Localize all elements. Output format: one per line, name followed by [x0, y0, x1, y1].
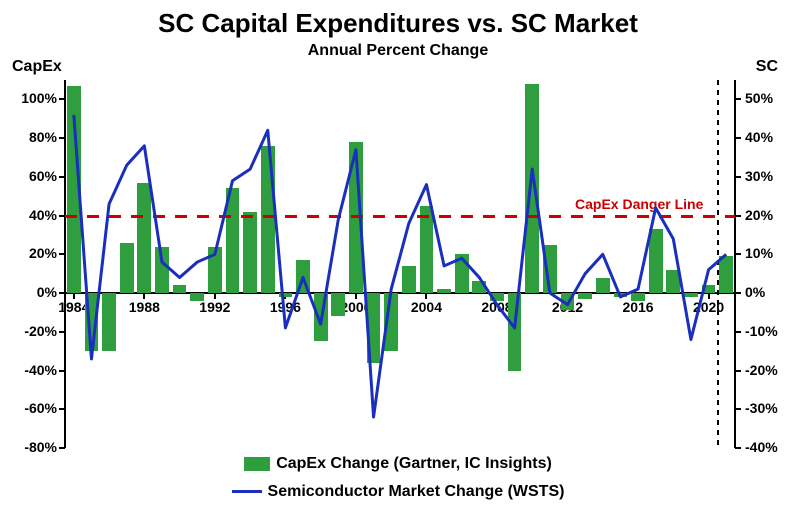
left-tick-mark — [59, 253, 65, 255]
left-tick-mark — [59, 137, 65, 139]
capex-bar — [226, 188, 240, 293]
left-tick-label: 0% — [37, 284, 57, 300]
right-tick-label: -40% — [745, 439, 778, 455]
chart-subtitle: Annual Percent Change — [0, 42, 796, 60]
left-tick-label: -80% — [24, 439, 57, 455]
capex-bar — [578, 293, 592, 299]
x-tick-label: 2004 — [404, 299, 448, 315]
left-tick-mark — [59, 98, 65, 100]
left-tick-label: -20% — [24, 323, 57, 339]
capex-bar — [420, 206, 434, 293]
capex-bar — [508, 293, 522, 370]
capex-bar — [543, 245, 557, 293]
capex-bar — [67, 86, 81, 293]
capex-bar — [102, 293, 116, 351]
capex-bar — [367, 293, 381, 363]
left-tick-label: 20% — [29, 245, 57, 261]
right-tick-label: -30% — [745, 400, 778, 416]
capex-bar — [596, 278, 610, 293]
capex-danger-line — [65, 215, 735, 218]
left-tick-label: 100% — [21, 90, 57, 106]
left-tick-mark — [59, 370, 65, 372]
x-tick-label: 1996 — [263, 299, 307, 315]
capex-bar — [472, 281, 486, 293]
left-tick-mark — [59, 292, 65, 294]
capex-bar — [649, 229, 663, 293]
right-tick-mark — [735, 176, 741, 178]
left-tick-label: 60% — [29, 168, 57, 184]
capex-bar — [208, 247, 222, 293]
capex-bar — [261, 146, 275, 293]
x-tick-label: 1988 — [122, 299, 166, 315]
right-tick-label: 10% — [745, 245, 773, 261]
capex-bar — [684, 293, 698, 297]
legend-swatch-bar — [244, 457, 270, 471]
forecast-divider — [717, 80, 719, 448]
capex-bar — [137, 183, 151, 293]
x-tick-label: 2020 — [687, 299, 731, 315]
capex-bar — [243, 212, 257, 293]
capex-bar — [614, 293, 628, 297]
right-tick-label: 30% — [745, 168, 773, 184]
right-tick-mark — [735, 137, 741, 139]
x-tick-label: 2016 — [616, 299, 660, 315]
right-tick-mark — [735, 447, 741, 449]
legend-capex-label: CapEx Change (Gartner, IC Insights) — [276, 455, 552, 473]
right-tick-label: -10% — [745, 323, 778, 339]
capex-bar — [631, 293, 645, 301]
left-tick-label: 80% — [29, 129, 57, 145]
capex-bar — [190, 293, 204, 301]
legend-sc-label: Semiconductor Market Change (WSTS) — [268, 483, 565, 501]
capex-bar — [455, 254, 469, 293]
left-tick-label: -40% — [24, 362, 57, 378]
right-tick-mark — [735, 98, 741, 100]
chart-title: SC Capital Expenditures vs. SC Market — [0, 8, 796, 39]
capex-bar — [702, 285, 716, 293]
capex-bar — [384, 293, 398, 351]
right-tick-label: 0% — [745, 284, 765, 300]
right-tick-mark — [735, 292, 741, 294]
left-axis-title: CapEx — [12, 58, 62, 76]
danger-line-label: CapEx Danger Line — [575, 196, 703, 212]
right-tick-mark — [735, 215, 741, 217]
right-tick-label: 50% — [745, 90, 773, 106]
capex-bar — [719, 256, 733, 293]
capex-bar — [296, 260, 310, 293]
capex-bar — [279, 293, 293, 297]
capex-bar — [331, 293, 345, 316]
capex-bar — [490, 293, 504, 301]
right-tick-mark — [735, 253, 741, 255]
capex-bar — [120, 243, 134, 293]
left-tick-label: 40% — [29, 207, 57, 223]
right-tick-mark — [735, 408, 741, 410]
capex-bar — [155, 247, 169, 293]
right-tick-label: -20% — [745, 362, 778, 378]
right-tick-mark — [735, 370, 741, 372]
capex-bar — [314, 293, 328, 341]
left-axis-line — [64, 80, 66, 448]
legend-sc: Semiconductor Market Change (WSTS) — [0, 480, 796, 501]
capex-bar — [402, 266, 416, 293]
legend-capex: CapEx Change (Gartner, IC Insights) — [0, 455, 796, 476]
x-tick-label: 1992 — [193, 299, 237, 315]
capex-bar — [666, 270, 680, 293]
right-axis-line — [734, 80, 736, 448]
right-tick-label: 20% — [745, 207, 773, 223]
right-axis-title: SC — [756, 58, 778, 76]
capex-bar — [437, 289, 451, 293]
right-tick-label: 40% — [745, 129, 773, 145]
capex-bar — [561, 293, 575, 310]
right-tick-mark — [735, 331, 741, 333]
left-tick-mark — [59, 331, 65, 333]
left-tick-label: -60% — [24, 400, 57, 416]
left-tick-mark — [59, 408, 65, 410]
left-tick-mark — [59, 447, 65, 449]
capex-bar — [525, 84, 539, 293]
legend-swatch-line — [232, 490, 262, 493]
capex-bar — [85, 293, 99, 351]
capex-bar — [173, 285, 187, 293]
left-tick-mark — [59, 176, 65, 178]
